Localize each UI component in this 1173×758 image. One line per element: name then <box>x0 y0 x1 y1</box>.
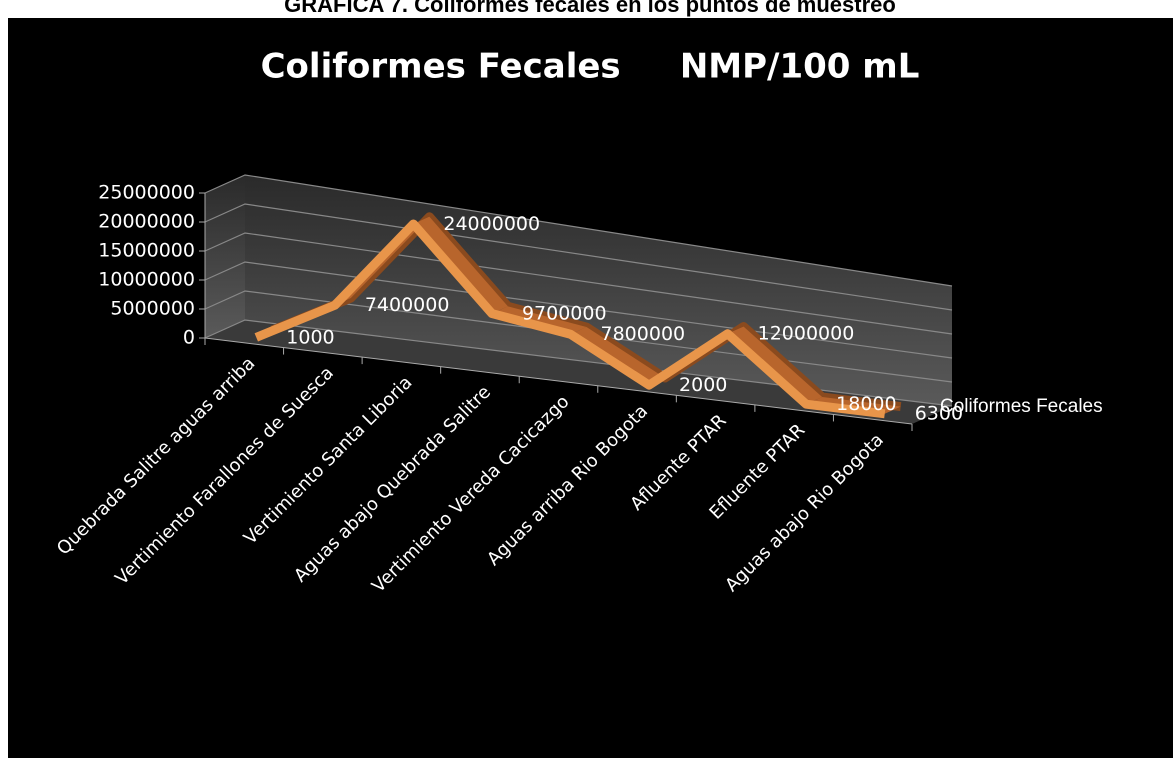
data-label: 18000 <box>836 393 896 415</box>
chart-background <box>8 18 1173 758</box>
y-tick-label: 15000000 <box>98 240 195 262</box>
grid-line <box>204 290 953 383</box>
caption: GRÁFICA 7. Coliformes fecales en los pun… <box>284 0 896 17</box>
y-tick-label: 5000000 <box>110 298 195 320</box>
data-label: 24000000 <box>443 213 540 235</box>
side-wall <box>205 175 245 338</box>
data-label: 12000000 <box>758 323 855 345</box>
data-label: 9700000 <box>522 302 607 324</box>
grid-line <box>204 319 953 407</box>
data-label: 1000 <box>286 326 334 348</box>
x-axis <box>204 337 913 425</box>
floor <box>205 320 952 424</box>
data-label: 6300 <box>915 403 963 425</box>
ribbon-face <box>491 306 587 335</box>
chart-title: Coliformes Fecales NMP/100 mL <box>261 47 920 87</box>
y-tick-label: 10000000 <box>98 269 195 291</box>
ribbon-face <box>727 326 823 405</box>
line <box>254 219 886 419</box>
ribbon-face <box>570 327 666 386</box>
y-tick-label: 20000000 <box>98 211 195 233</box>
grid-line <box>204 232 953 335</box>
data-label: 7400000 <box>365 294 450 316</box>
y-tick-label: 25000000 <box>98 182 195 204</box>
data-label: 7800000 <box>601 323 686 345</box>
grid-line <box>204 261 953 359</box>
y-tick-label: 0 <box>183 327 195 349</box>
ribbon-face <box>413 216 508 314</box>
grid-line <box>204 174 953 287</box>
series-label: Coliformes Fecales <box>940 396 1103 417</box>
data-label: 2000 <box>679 374 727 396</box>
grid-line <box>204 203 953 311</box>
